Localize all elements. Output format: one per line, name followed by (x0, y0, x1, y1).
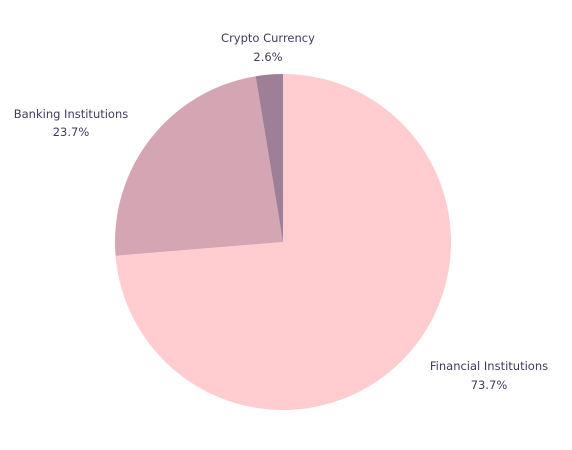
pie-slice-crypto-currency (255, 74, 283, 242)
pie-slice-financial-institutions (115, 74, 451, 411)
slice-value-banking-institutions: 23.7% (53, 125, 90, 139)
slice-label-crypto-currency: Crypto Currency (221, 31, 315, 45)
pie-slices (114, 74, 451, 411)
slice-label-financial-institutions: Financial Institutions (430, 359, 548, 373)
slice-label-banking-institutions: Banking Institutions (14, 107, 129, 121)
slice-value-financial-institutions: 73.7% (471, 378, 508, 392)
pie-slice-banking-institutions (114, 76, 284, 256)
pie-labels: Financial Institutions 73.7% Banking Ins… (14, 31, 548, 392)
slice-value-crypto-currency: 2.6% (253, 50, 282, 64)
